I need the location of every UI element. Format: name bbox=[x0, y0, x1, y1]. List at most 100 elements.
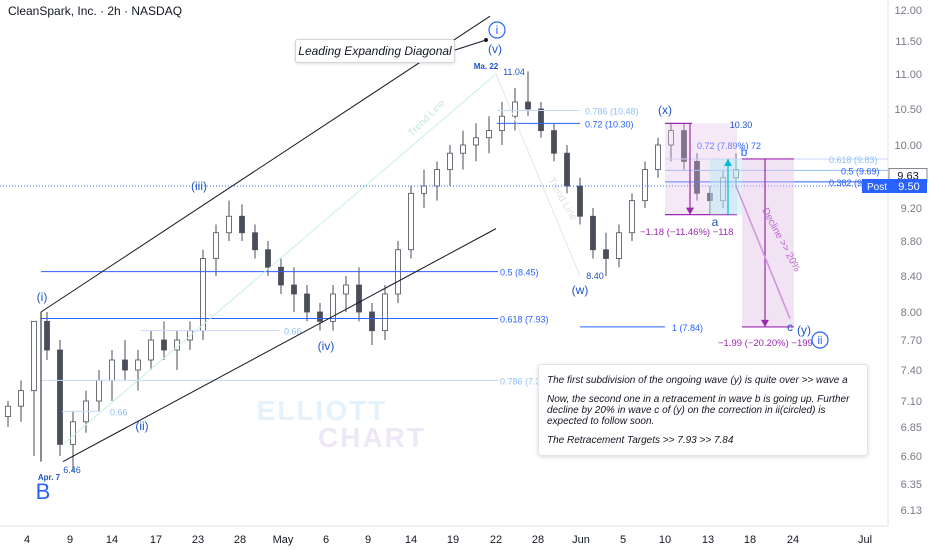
fib-level-label: 0.786 (10.48) bbox=[585, 106, 639, 116]
candle-body bbox=[525, 101, 531, 110]
measure-label-a: −1.18 (−11.46%) −118 bbox=[640, 227, 733, 238]
y-tick-label: 6.13 bbox=[901, 505, 922, 517]
diagonal-lower-line bbox=[62, 228, 497, 463]
x-tick-label: 9 bbox=[365, 534, 371, 546]
x-tick-label: 4 bbox=[24, 534, 30, 546]
candle-body bbox=[564, 152, 570, 187]
candle-body bbox=[473, 137, 479, 146]
wave-label: (x) bbox=[658, 103, 672, 117]
candle-body bbox=[707, 192, 713, 202]
wave-label: a bbox=[712, 215, 719, 229]
candle-body bbox=[317, 311, 323, 322]
candle-body bbox=[343, 284, 349, 295]
candle-body bbox=[486, 130, 492, 139]
fib-level-label: 0.5 (8.45) bbox=[500, 268, 539, 278]
post-tag-label: Post bbox=[867, 182, 887, 193]
x-tick-label: 10 bbox=[659, 534, 671, 546]
y-tick-label: 7.40 bbox=[901, 365, 922, 377]
chart-title: CleanSpark, Inc. · 2h · NASDAQ bbox=[8, 4, 183, 18]
x-tick-label: 18 bbox=[744, 534, 756, 546]
candle-body bbox=[603, 249, 609, 259]
candle-body bbox=[70, 421, 76, 445]
candle-body bbox=[291, 284, 297, 295]
candle-body bbox=[122, 359, 128, 371]
price-point-label: Ma. 22 bbox=[474, 62, 499, 71]
trend-line-label: Trend Line bbox=[545, 176, 578, 223]
wave-label: c bbox=[787, 320, 793, 334]
fib-level-label: 0.618 (9.83) bbox=[829, 155, 878, 165]
wave-label: i bbox=[496, 23, 499, 37]
x-tick-label: May bbox=[273, 534, 294, 546]
trend-line bbox=[62, 73, 497, 445]
candle-body bbox=[382, 293, 388, 332]
price-point-label: 10.30 bbox=[730, 120, 753, 130]
candle-body bbox=[577, 185, 583, 217]
candle-body bbox=[44, 320, 50, 351]
y-tick-label: 6.85 bbox=[901, 422, 922, 434]
candle-body bbox=[161, 339, 167, 351]
candle-body bbox=[733, 169, 739, 179]
fib-level-label: 0.66 bbox=[110, 407, 128, 417]
candle-body bbox=[694, 160, 700, 194]
candle-body bbox=[18, 390, 24, 407]
candle-body bbox=[460, 144, 466, 154]
x-tick-label: 23 bbox=[192, 534, 204, 546]
candle-body bbox=[720, 177, 726, 202]
y-tick-label: 11.50 bbox=[895, 36, 922, 48]
candle-body bbox=[447, 152, 453, 170]
annotation-pointer bbox=[454, 39, 487, 51]
wave-label-circle bbox=[488, 21, 506, 39]
annotation-pointer-dot bbox=[484, 38, 488, 42]
wave-label: (iii) bbox=[191, 179, 207, 193]
y-tick-label: 6.35 bbox=[901, 479, 922, 491]
y-tick-label: 10.50 bbox=[894, 104, 922, 116]
candle-body bbox=[330, 293, 336, 322]
retrace-arrow bbox=[724, 158, 732, 166]
wave-label: (iv) bbox=[318, 339, 335, 353]
candle-body bbox=[96, 379, 102, 402]
candle-body bbox=[434, 169, 440, 187]
y-tick-label: 8.80 bbox=[901, 236, 922, 248]
candle-body bbox=[148, 339, 154, 361]
candle-body bbox=[356, 284, 362, 313]
candle-body bbox=[616, 232, 622, 259]
wave-label: (i) bbox=[37, 290, 48, 304]
x-tick-label: 14 bbox=[405, 534, 417, 546]
price-point-label: 8.40 bbox=[586, 271, 604, 281]
candle-body bbox=[551, 130, 557, 154]
measure-label-c: −1.99 (−20.20%) −199 bbox=[718, 338, 813, 349]
candle-body bbox=[668, 130, 674, 146]
leading-expanding-diagonal-label[interactable]: Leading Expanding Diagonal bbox=[295, 39, 455, 63]
wave-c-measure-box bbox=[742, 158, 794, 327]
wave-a-measure-box bbox=[665, 123, 737, 215]
wave-label: B bbox=[36, 479, 51, 504]
y-tick-label: 7.70 bbox=[901, 335, 922, 347]
fib-level-label: 0.786 (7.3) bbox=[500, 376, 544, 386]
candle-body bbox=[642, 169, 648, 202]
x-tick-label: 28 bbox=[234, 534, 246, 546]
fib-level-label: 0.72 (10.30) bbox=[585, 119, 634, 129]
trend-line bbox=[495, 73, 581, 277]
y-tick-label: 11.00 bbox=[895, 69, 922, 81]
x-tick-label: 9 bbox=[67, 534, 73, 546]
wave-label: (y) bbox=[797, 323, 811, 337]
candle-body bbox=[538, 108, 544, 132]
x-tick-label: 28 bbox=[532, 534, 544, 546]
post-price-label: 9.50 bbox=[898, 181, 919, 193]
wave-b-retrace-box bbox=[710, 158, 742, 215]
candle-body bbox=[304, 293, 310, 313]
x-tick-label: 6 bbox=[323, 534, 329, 546]
fib-level-label: 1 (7.84) bbox=[672, 323, 703, 333]
projected-path bbox=[735, 185, 791, 319]
wave-label: ii bbox=[818, 335, 823, 347]
wave-label: (w) bbox=[572, 283, 589, 297]
measure-arrow bbox=[761, 319, 769, 327]
x-tick-label: 13 bbox=[702, 534, 714, 546]
candle-body bbox=[629, 200, 635, 234]
wave-label: (ii) bbox=[135, 419, 148, 433]
x-tick-label: 19 bbox=[447, 534, 459, 546]
analysis-note[interactable]: The first subdivision of the ongoing wav… bbox=[538, 364, 868, 456]
candle-body bbox=[278, 266, 284, 286]
x-tick-label: 22 bbox=[490, 534, 502, 546]
